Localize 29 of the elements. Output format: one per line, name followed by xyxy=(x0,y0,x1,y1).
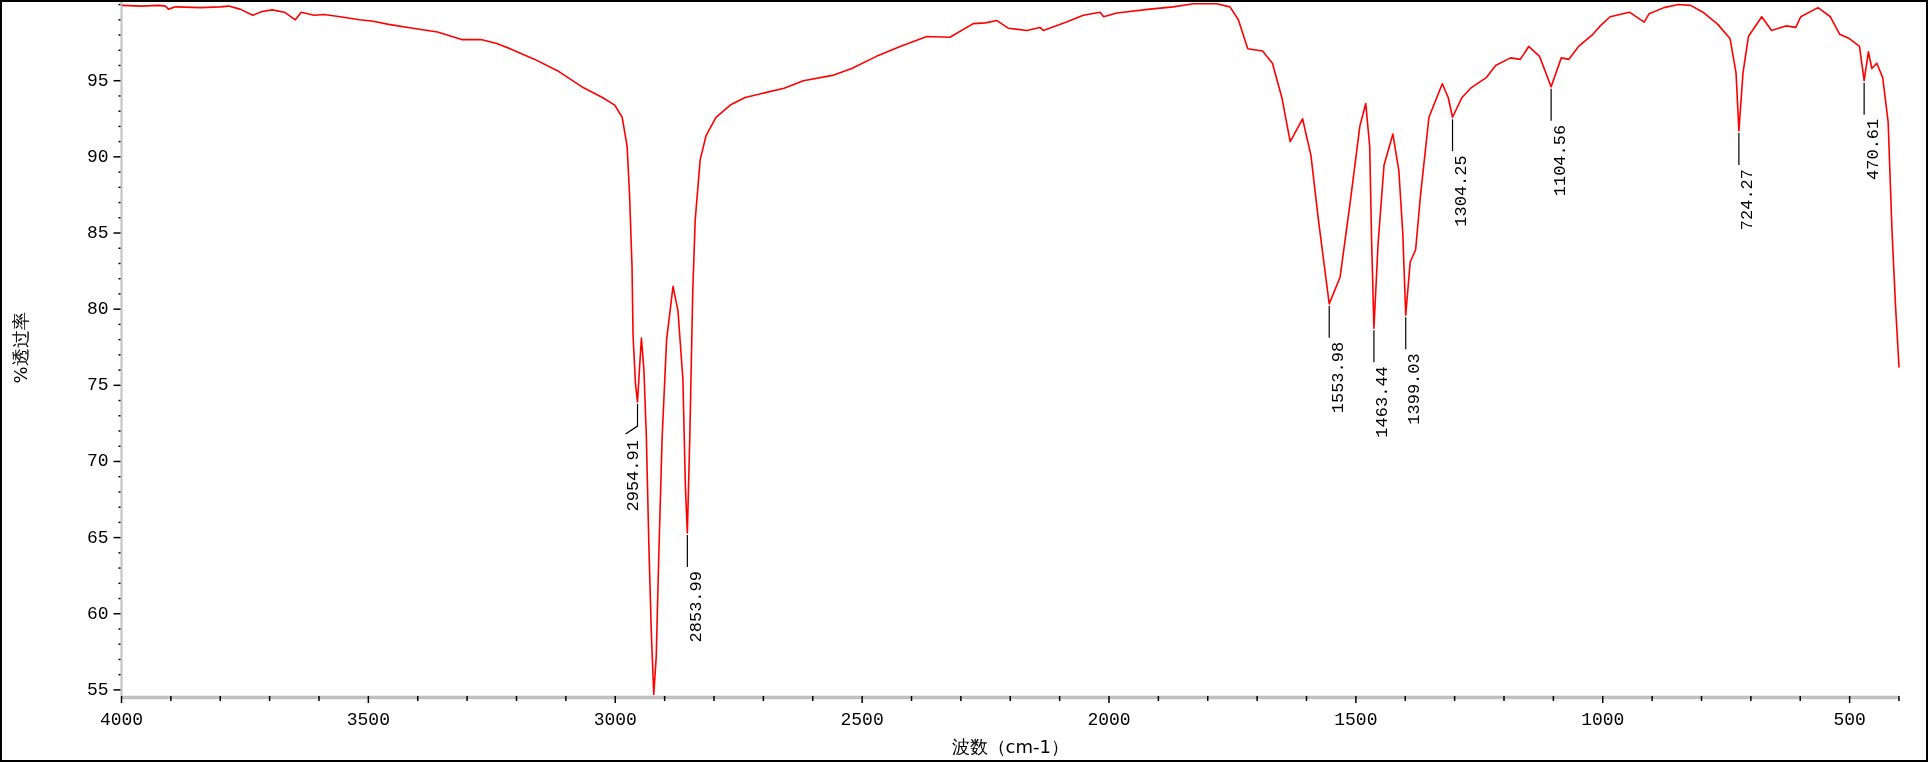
y-tick-label: 60 xyxy=(86,603,109,624)
annotation: 1553.98 xyxy=(1328,341,1348,414)
y-tick-label: 80 xyxy=(86,299,109,320)
y-tick-label: 70 xyxy=(86,451,109,472)
y-tick-label: 90 xyxy=(86,146,109,167)
x-tick-label: 1500 xyxy=(1334,710,1378,730)
line-series xyxy=(121,3,1900,696)
annotation: 470.61 xyxy=(1863,118,1883,180)
x-tick-label: 1000 xyxy=(1581,710,1625,730)
annotation: 2853.99 xyxy=(686,571,706,643)
x-tick-label: 2000 xyxy=(1087,710,1131,730)
annotation: 724.27 xyxy=(1738,168,1758,231)
x-axis-title: 波数（cm-1） xyxy=(951,735,1069,757)
y-tick-label: 75 xyxy=(86,375,109,396)
y-axis-title: %透过率 xyxy=(9,312,31,384)
annotation: 1463.44 xyxy=(1373,366,1393,438)
x-tick-label: 500 xyxy=(1833,710,1866,730)
y-tick-label: 85 xyxy=(86,223,109,244)
y-tick-label: 95 xyxy=(86,70,109,91)
annotation: 2954.91 xyxy=(624,440,644,512)
annotation: 1399.03 xyxy=(1405,353,1425,425)
x-tick-label: 4000 xyxy=(99,710,144,730)
annotation: 1104.56 xyxy=(1550,124,1570,197)
annotation: 1304.25 xyxy=(1452,155,1472,227)
y-tick-label: 65 xyxy=(86,527,109,548)
y-tick-label: 55 xyxy=(86,679,109,700)
x-tick-label: 3500 xyxy=(346,710,390,730)
x-tick-label: 2500 xyxy=(840,710,884,730)
x-tick-label: 3000 xyxy=(593,710,637,730)
